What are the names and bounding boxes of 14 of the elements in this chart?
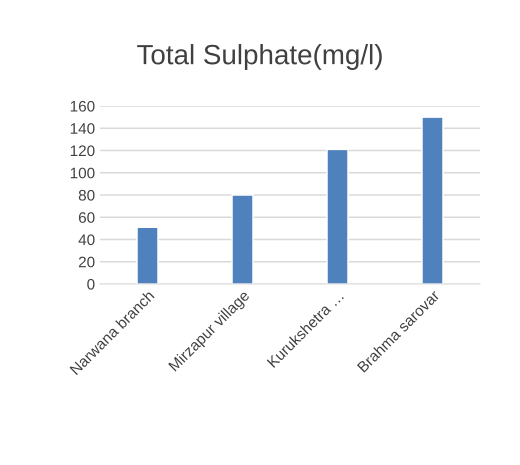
y-tick-label: 120	[70, 145, 95, 156]
chart-title: Total Sulphate(mg/l)	[137, 44, 382, 70]
y-tick-label: 20	[78, 256, 95, 268]
bar	[231, 194, 254, 284]
y-tick-label: 0	[87, 278, 95, 290]
bar	[326, 148, 349, 284]
bar	[136, 226, 159, 284]
y-tick-label: 100	[70, 168, 95, 178]
y-tick-label: 80	[78, 190, 95, 201]
bar	[421, 116, 444, 284]
y-tick-label: 40	[78, 234, 95, 246]
y-tick-label: 160	[70, 100, 95, 112]
y-tick-label: 60	[78, 212, 95, 223]
y-tick-label: 140	[70, 123, 95, 134]
